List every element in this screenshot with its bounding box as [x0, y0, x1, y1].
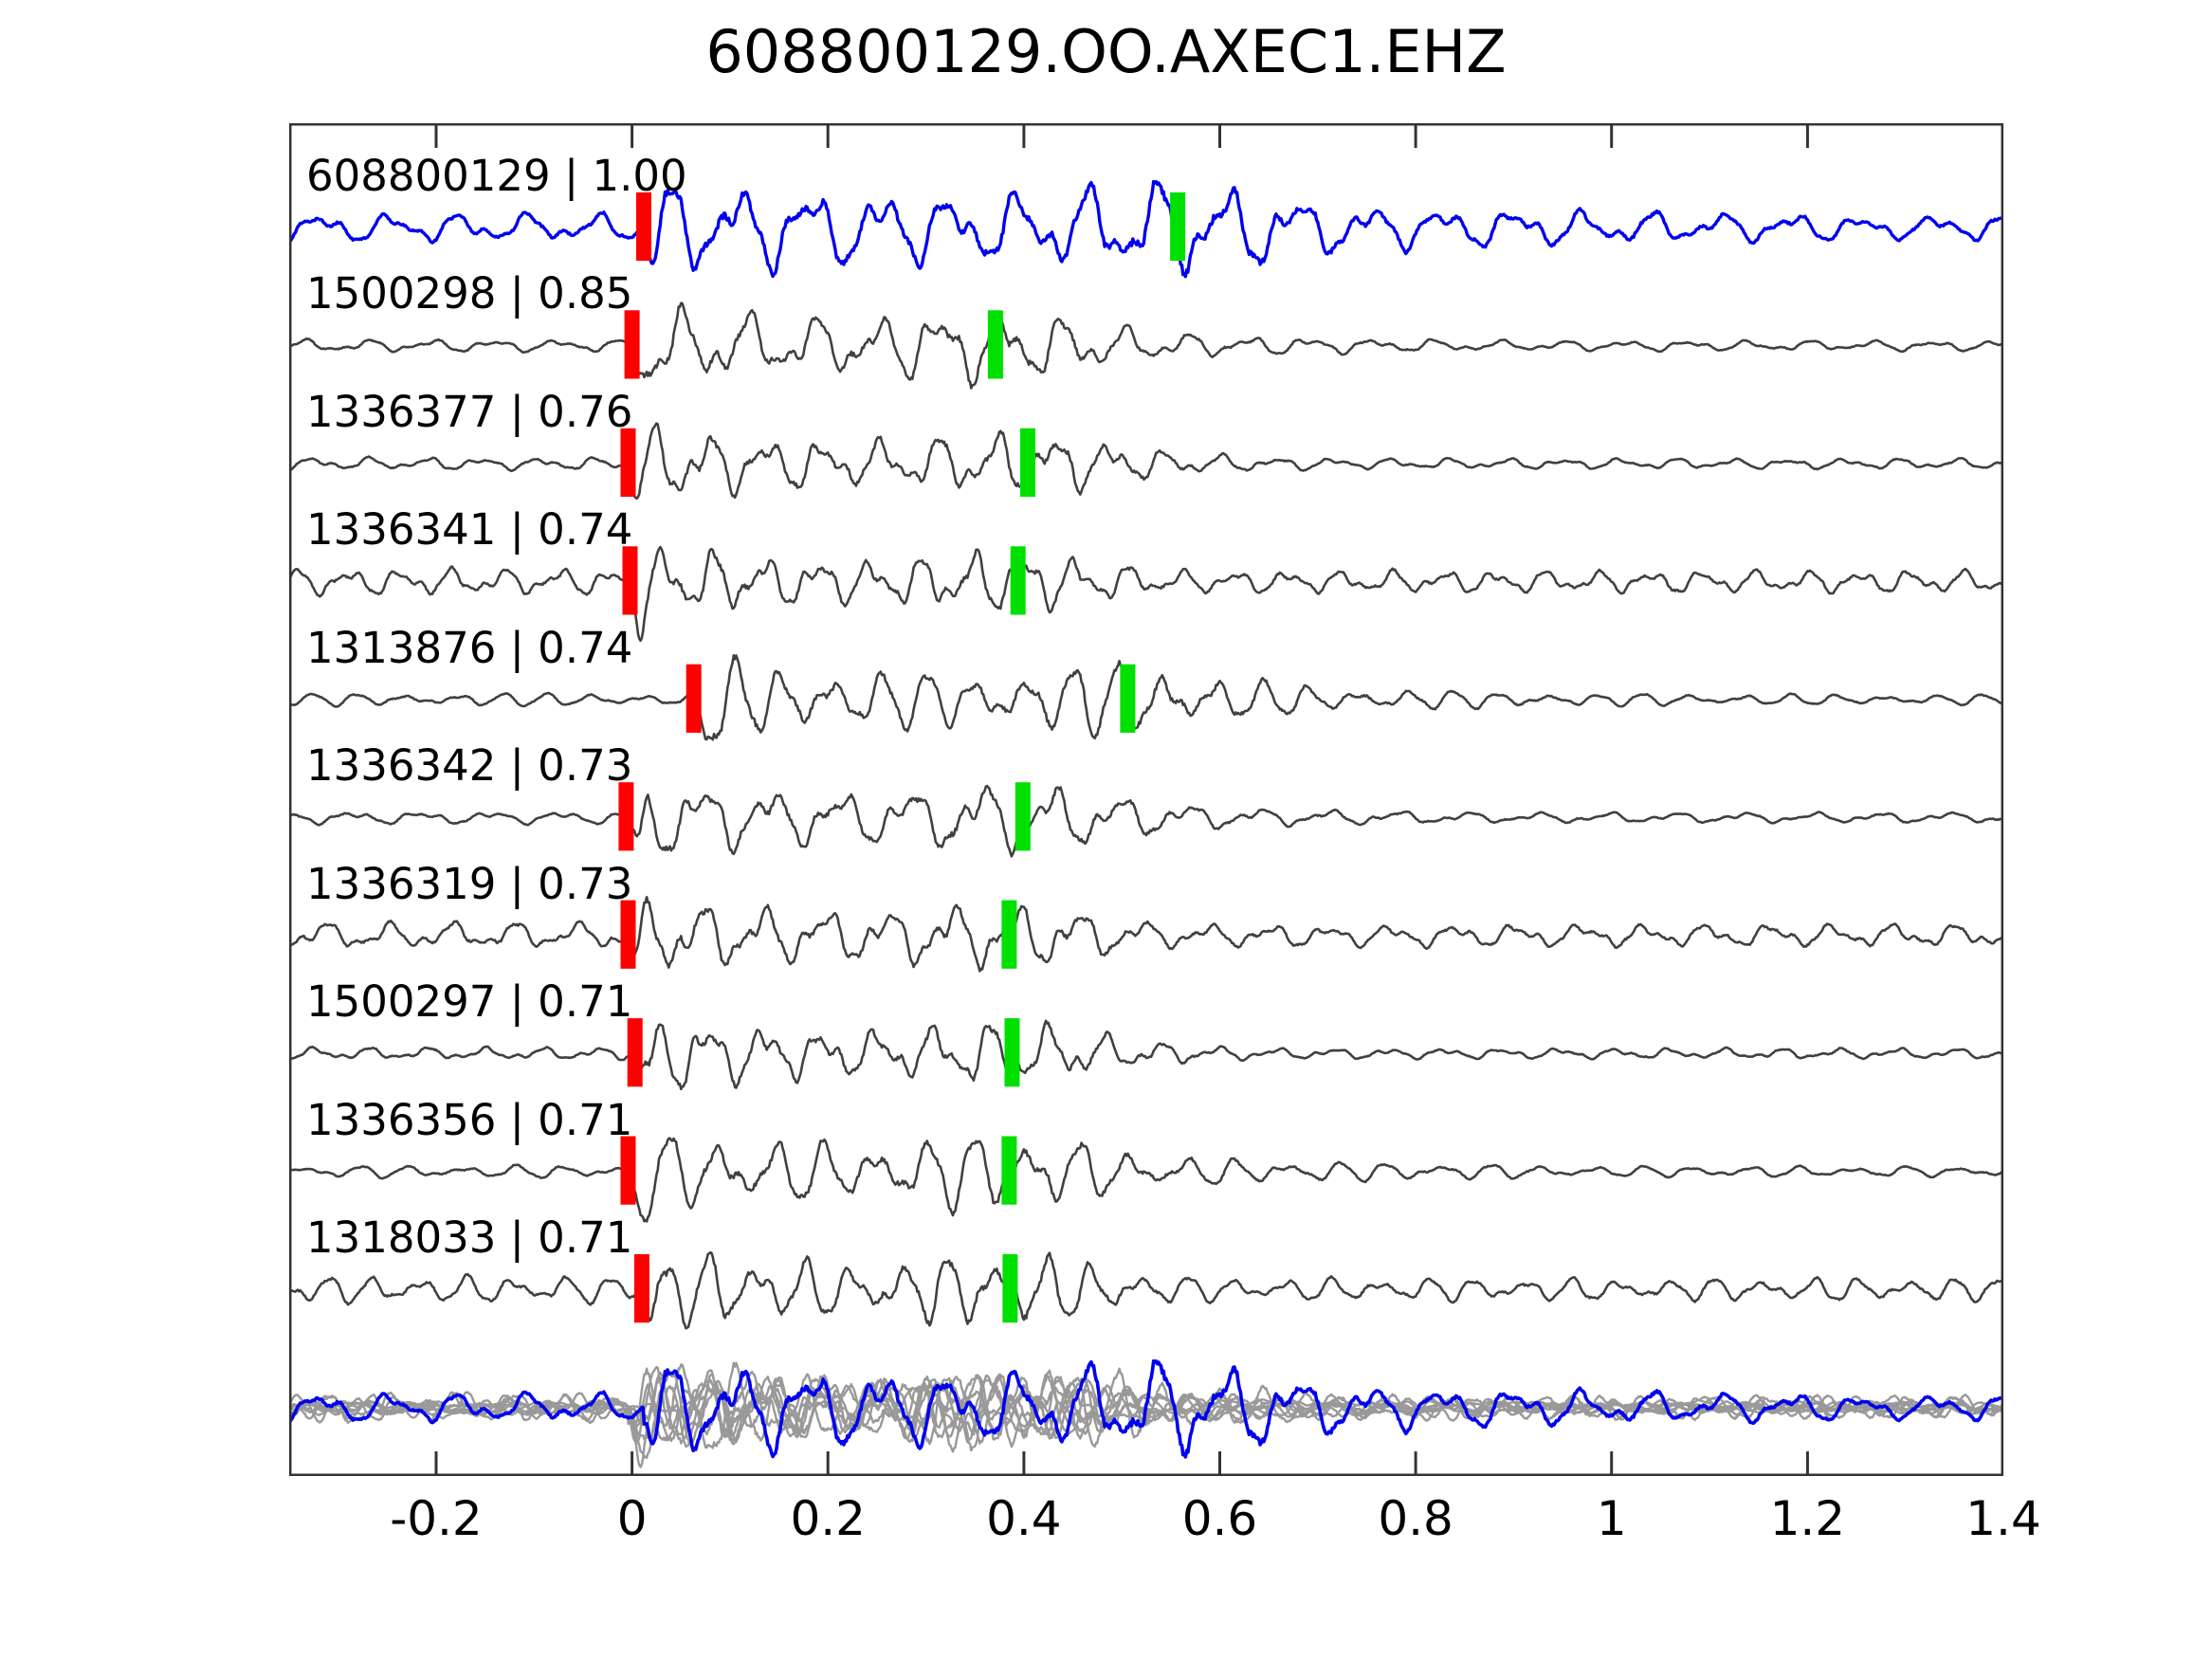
trace-label: 1336356 | 0.71: [306, 1094, 633, 1145]
trace-label: 1336377 | 0.76: [306, 386, 633, 437]
trace-label: 1318033 | 0.71: [306, 1212, 633, 1263]
stacked-template-trace: [289, 1358, 2003, 1459]
p-pick-marker: [618, 782, 634, 851]
waveform-trace: [289, 654, 2003, 741]
p-pick-marker: [633, 1254, 649, 1323]
trace-label: 1313876 | 0.74: [306, 622, 633, 673]
x-axis-tick-label: 0.8: [1378, 1491, 1453, 1546]
traces-group: [289, 179, 2003, 1468]
waveform-trace: [289, 301, 2003, 390]
axis-ticks-group: [434, 125, 2003, 1474]
p-pick-marker: [686, 664, 702, 733]
p-pick-marker: [636, 191, 651, 262]
waveform-trace: [289, 1019, 2003, 1091]
s-pick-marker: [1001, 900, 1017, 969]
plot-border: [289, 123, 2003, 1476]
waveform-trace: [289, 784, 2003, 858]
trace-label: 1500298 | 0.85: [306, 268, 633, 319]
waveform-plot: [289, 123, 2003, 1476]
trace-label: 1336341 | 0.74: [306, 504, 633, 556]
waveform-trace: [289, 545, 2003, 643]
p-pick-marker: [620, 1136, 636, 1205]
p-pick-marker: [622, 546, 638, 615]
trace-label: 1336342 | 0.73: [306, 740, 633, 792]
p-pick-marker: [624, 310, 640, 379]
x-axis-tick-label: 1.2: [1769, 1491, 1846, 1546]
x-axis-tick-label: 0.4: [986, 1491, 1062, 1546]
p-pick-marker: [620, 900, 636, 969]
pick-markers-group: [618, 191, 1186, 1323]
page-title: 608800129.OO.AXEC1.EHZ: [705, 17, 1507, 86]
s-pick-marker: [1020, 428, 1035, 497]
p-pick-marker: [627, 1018, 643, 1087]
x-axis-tick-label: -0.2: [390, 1491, 483, 1546]
x-axis-tick-label: 0.2: [790, 1491, 866, 1546]
s-pick-marker: [1015, 782, 1031, 851]
s-pick-marker: [1001, 1136, 1017, 1205]
s-pick-marker: [1002, 1254, 1018, 1323]
p-pick-marker: [620, 428, 636, 497]
s-pick-marker: [1120, 664, 1136, 733]
trace-label: 1500297 | 0.71: [306, 976, 633, 1028]
x-axis-tick-label: 1: [1596, 1491, 1627, 1546]
s-pick-marker: [1004, 1018, 1020, 1087]
plot-background: [289, 123, 2003, 1476]
plot-area: 608800129 | 1.00 1500298 | 0.85 1336377 | …: [289, 123, 2003, 1476]
trace-label: 1336319 | 0.73: [306, 858, 633, 909]
s-pick-marker: [1010, 546, 1026, 615]
waveform-trace: [289, 1137, 2003, 1223]
waveform-trace: [289, 179, 2003, 279]
x-axis-tick-label: 1.4: [1965, 1491, 2041, 1546]
s-pick-marker: [987, 310, 1003, 379]
trace-label: 608800129 | 1.00: [306, 150, 687, 201]
x-axis-tick-label: 0: [616, 1491, 648, 1546]
waveform-trace: [289, 896, 2003, 973]
waveform-trace: [289, 1250, 2003, 1330]
s-pick-marker: [1170, 191, 1186, 262]
x-axis-tick-label: 0.6: [1181, 1491, 1258, 1546]
waveform-trace: [289, 422, 2003, 501]
